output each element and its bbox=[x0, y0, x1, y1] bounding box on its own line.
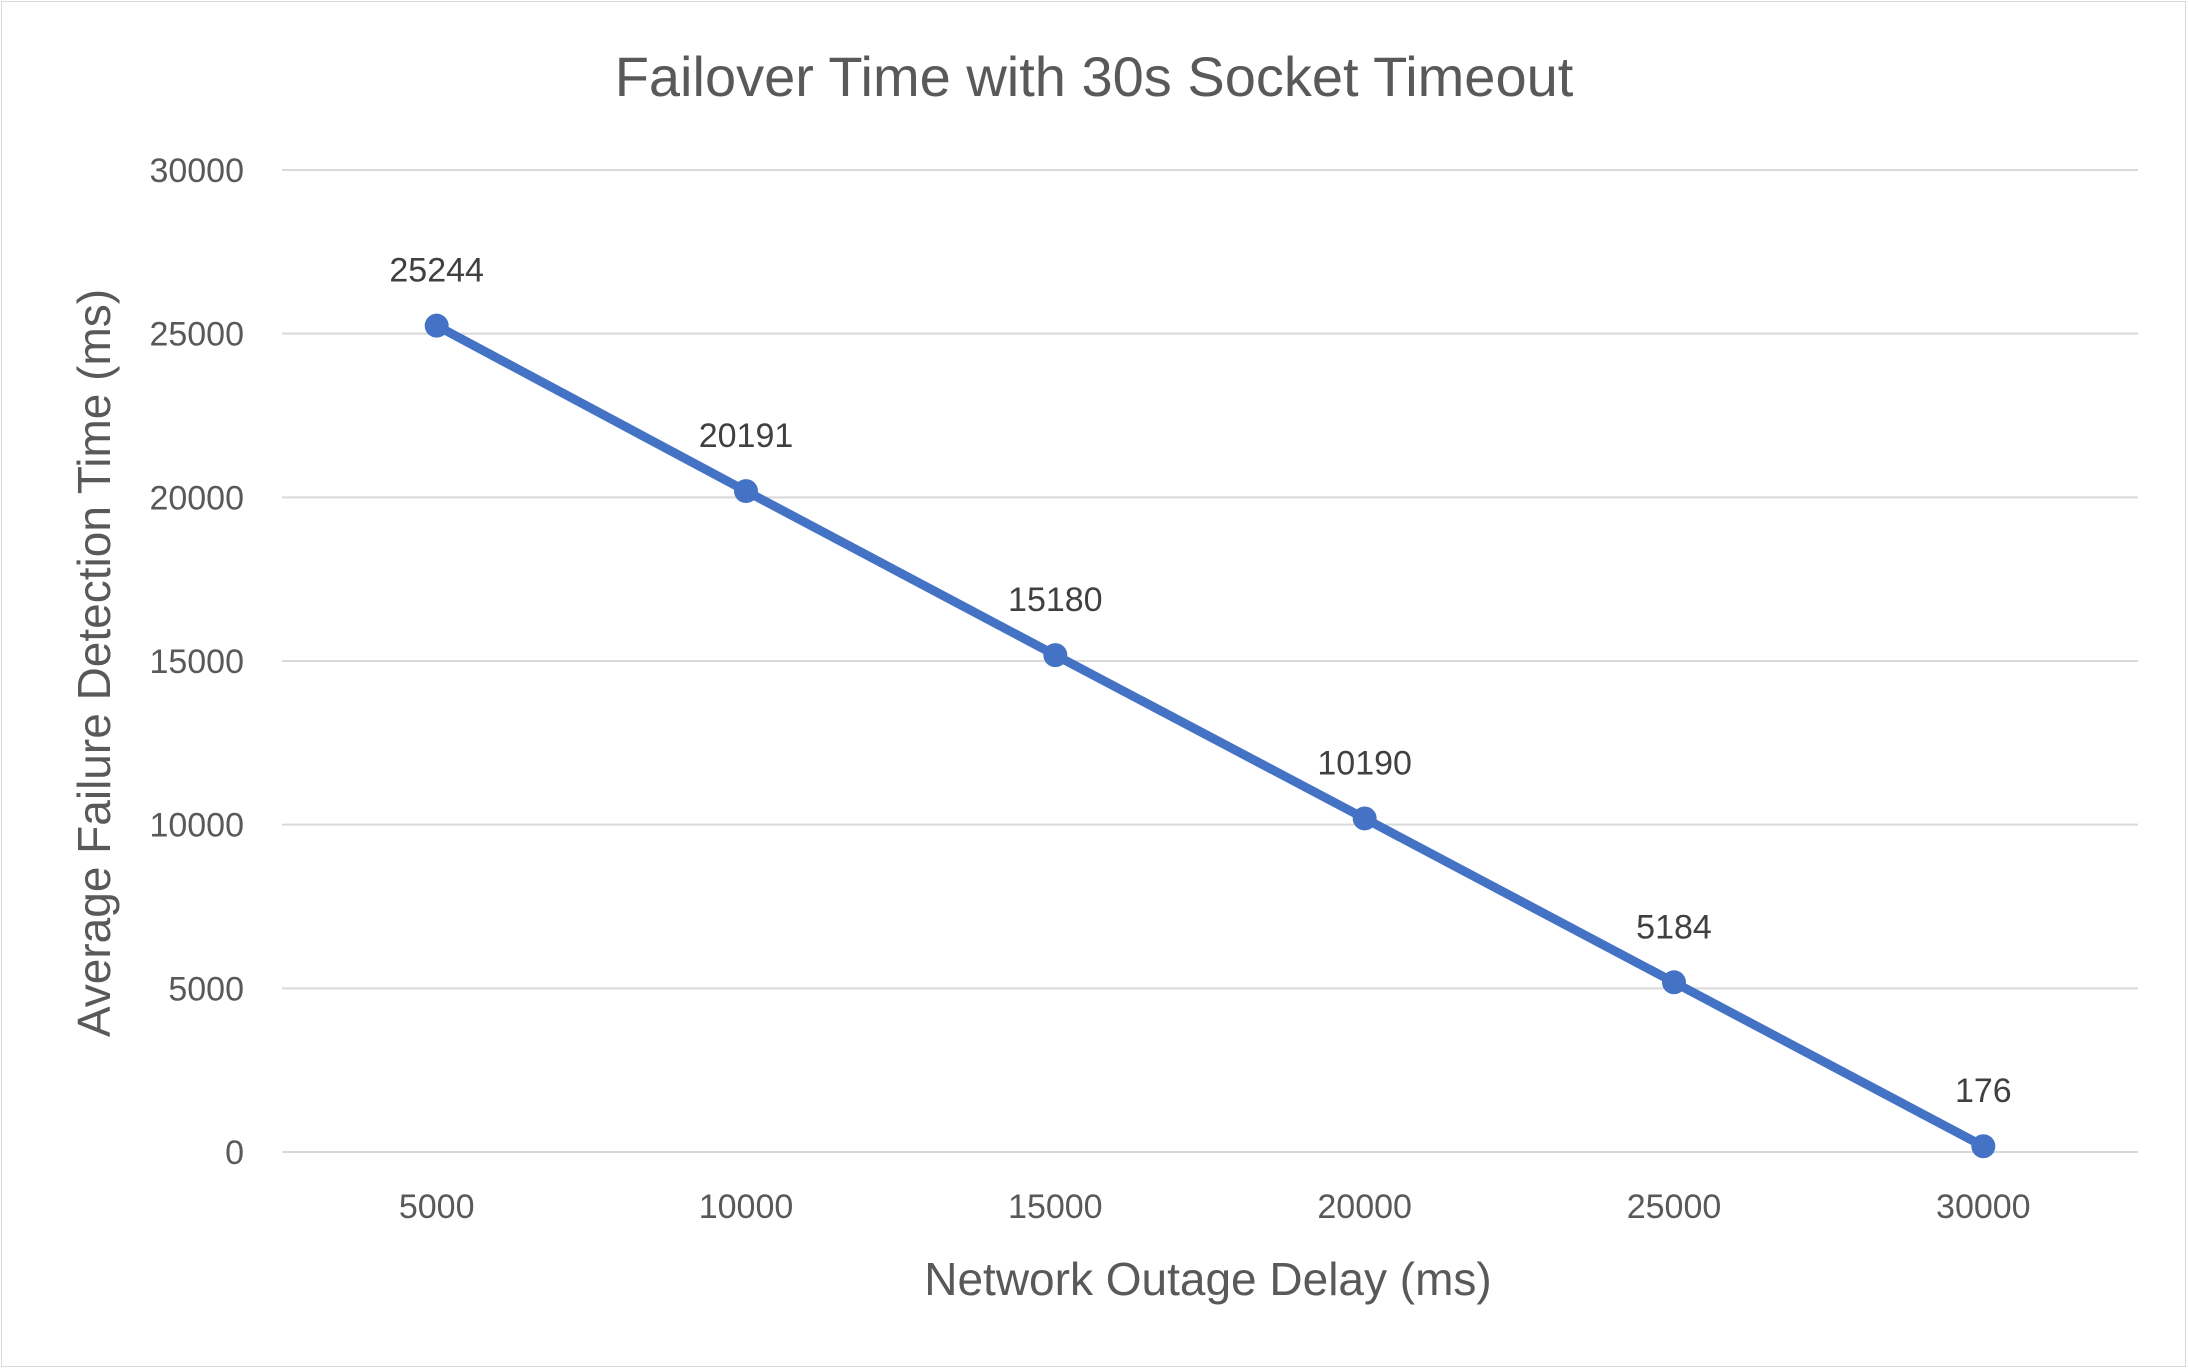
series-line bbox=[432, 321, 1988, 1151]
y-tick-label: 25000 bbox=[149, 316, 244, 354]
data-point bbox=[1043, 643, 1068, 668]
x-tick-label: 10000 bbox=[699, 1188, 794, 1226]
y-tick-label: 30000 bbox=[149, 152, 244, 190]
y-tick-label: 10000 bbox=[149, 807, 244, 845]
x-axis-ticks: 5000 10000 15000 20000 25000 30000 bbox=[399, 1188, 2031, 1226]
data-point bbox=[1662, 970, 1686, 995]
gridlines bbox=[282, 169, 2138, 1153]
data-label: 20191 bbox=[699, 417, 794, 455]
data-point bbox=[1352, 806, 1377, 831]
data-point bbox=[734, 479, 758, 504]
y-tick-label: 15000 bbox=[149, 643, 244, 681]
y-tick-label: 20000 bbox=[149, 479, 244, 517]
y-tick-label: 0 bbox=[225, 1134, 244, 1172]
x-tick-label: 15000 bbox=[1008, 1188, 1103, 1226]
series-layer bbox=[432, 321, 1988, 1151]
chart-title: Failover Time with 30s Socket Timeout bbox=[615, 45, 1574, 108]
data-labels: 25244 20191 15180 10190 5184 176 bbox=[389, 252, 2011, 1111]
y-tick-label: 5000 bbox=[168, 970, 244, 1008]
x-tick-label: 30000 bbox=[1936, 1188, 2031, 1226]
data-label: 25244 bbox=[389, 252, 484, 290]
data-point bbox=[424, 313, 449, 338]
data-label: 5184 bbox=[1636, 908, 1712, 946]
y-axis-ticks: 0 5000 10000 15000 20000 25000 30000 bbox=[149, 152, 244, 1172]
y-axis-title: Average Failure Detection Time (ms) bbox=[68, 289, 120, 1037]
x-tick-label: 25000 bbox=[1627, 1188, 1722, 1226]
x-tick-label: 20000 bbox=[1317, 1188, 1412, 1226]
data-label: 15180 bbox=[1008, 581, 1103, 619]
data-label: 176 bbox=[1955, 1072, 2012, 1110]
data-point bbox=[1971, 1134, 1996, 1159]
data-points bbox=[424, 313, 1996, 1159]
x-axis-title: Network Outage Delay (ms) bbox=[924, 1253, 1492, 1305]
x-tick-label: 5000 bbox=[399, 1188, 475, 1226]
data-label: 10190 bbox=[1317, 744, 1412, 782]
